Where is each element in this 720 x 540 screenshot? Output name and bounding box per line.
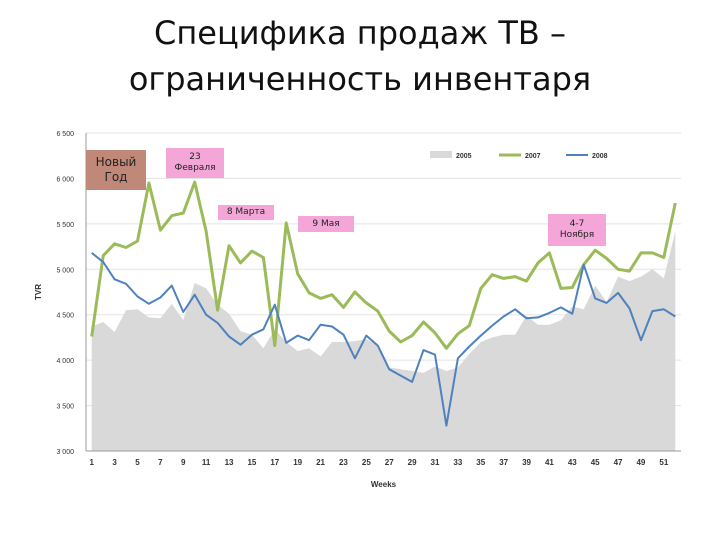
x-tick-label: 5 — [135, 458, 140, 467]
series-2005-area — [91, 231, 676, 451]
y-tick-label: 4 500 — [56, 313, 74, 320]
x-tick-label: 37 — [499, 458, 508, 467]
x-tick-label: 43 — [568, 458, 577, 467]
slide-title: Специфика продаж ТВ – ограниченность инв… — [60, 10, 660, 102]
y-tick-label: 4 000 — [56, 358, 74, 365]
y-tick-label: 3 000 — [56, 449, 74, 456]
x-tick-label: 31 — [431, 458, 440, 467]
annotation-nov-4-7: 4-7 Ноября — [548, 214, 606, 246]
x-tick-label: 41 — [545, 458, 554, 467]
annotation-mar-8-line1: 8 Марта — [226, 207, 266, 217]
x-axis-title: Weeks — [371, 480, 397, 489]
annotation-may-9: 9 Мая — [298, 216, 354, 232]
x-tick-label: 25 — [362, 458, 371, 467]
x-tick-label: 21 — [316, 458, 325, 467]
slide-title-line2: ограниченность инвентаря — [128, 60, 592, 98]
y-tick-label: 6 000 — [56, 176, 74, 183]
legend-label-2005: 2005 — [456, 153, 472, 160]
x-tick-label: 9 — [181, 458, 186, 467]
x-tick-label: 17 — [270, 458, 279, 467]
y-axis-title: TVR — [34, 284, 43, 300]
x-tick-label: 23 — [339, 458, 348, 467]
x-tick-label: 1 — [89, 458, 94, 467]
annotation-feb-23-line1: 23 — [189, 152, 201, 162]
x-tick-label: 11 — [202, 458, 211, 467]
annotation-nov-4-7-line2: Ноября — [559, 230, 595, 240]
y-tick-label: 5 500 — [56, 222, 74, 229]
annotation-nov-4-7-line1: 4-7 — [569, 219, 585, 229]
annotation-new-year-line1: Новый — [95, 155, 137, 169]
legend-label-2007: 2007 — [525, 153, 541, 160]
series-2008-line — [91, 252, 676, 427]
annotation-feb-23: 23 Февраля — [166, 148, 224, 178]
x-tick-label: 3 — [112, 458, 117, 467]
x-tick-label: 47 — [614, 458, 623, 467]
x-tick-label: 45 — [591, 458, 600, 467]
slide-title-line1: Специфика продаж ТВ – — [153, 14, 566, 52]
x-tick-label: 51 — [659, 458, 668, 467]
x-tick-label: 35 — [476, 458, 485, 467]
x-tick-label: 27 — [385, 458, 394, 467]
x-tick-label: 29 — [408, 458, 417, 467]
annotation-may-9-line1: 9 Мая — [312, 218, 340, 229]
x-tick-label: 39 — [522, 458, 531, 467]
x-tick-label: 19 — [293, 458, 302, 467]
legend-label-2008: 2008 — [592, 153, 608, 160]
y-tick-label: 5 000 — [56, 267, 74, 274]
y-tick-label: 6 500 — [56, 131, 74, 138]
x-tick-label: 7 — [158, 458, 163, 467]
x-tick-label: 13 — [225, 458, 234, 467]
annotation-feb-23-line2: Февраля — [174, 163, 216, 173]
legend-swatch-2005 — [430, 151, 452, 158]
annotation-mar-8: 8 Марта — [218, 205, 274, 220]
annotation-new-year-line2: Год — [104, 170, 128, 184]
y-tick-label: 3 500 — [56, 404, 74, 411]
x-tick-label: 15 — [247, 458, 256, 467]
annotation-new-year: Новый Год — [86, 150, 146, 190]
x-tick-label: 49 — [636, 458, 645, 467]
series-2007-line — [90, 180, 677, 350]
x-tick-label: 33 — [453, 458, 462, 467]
